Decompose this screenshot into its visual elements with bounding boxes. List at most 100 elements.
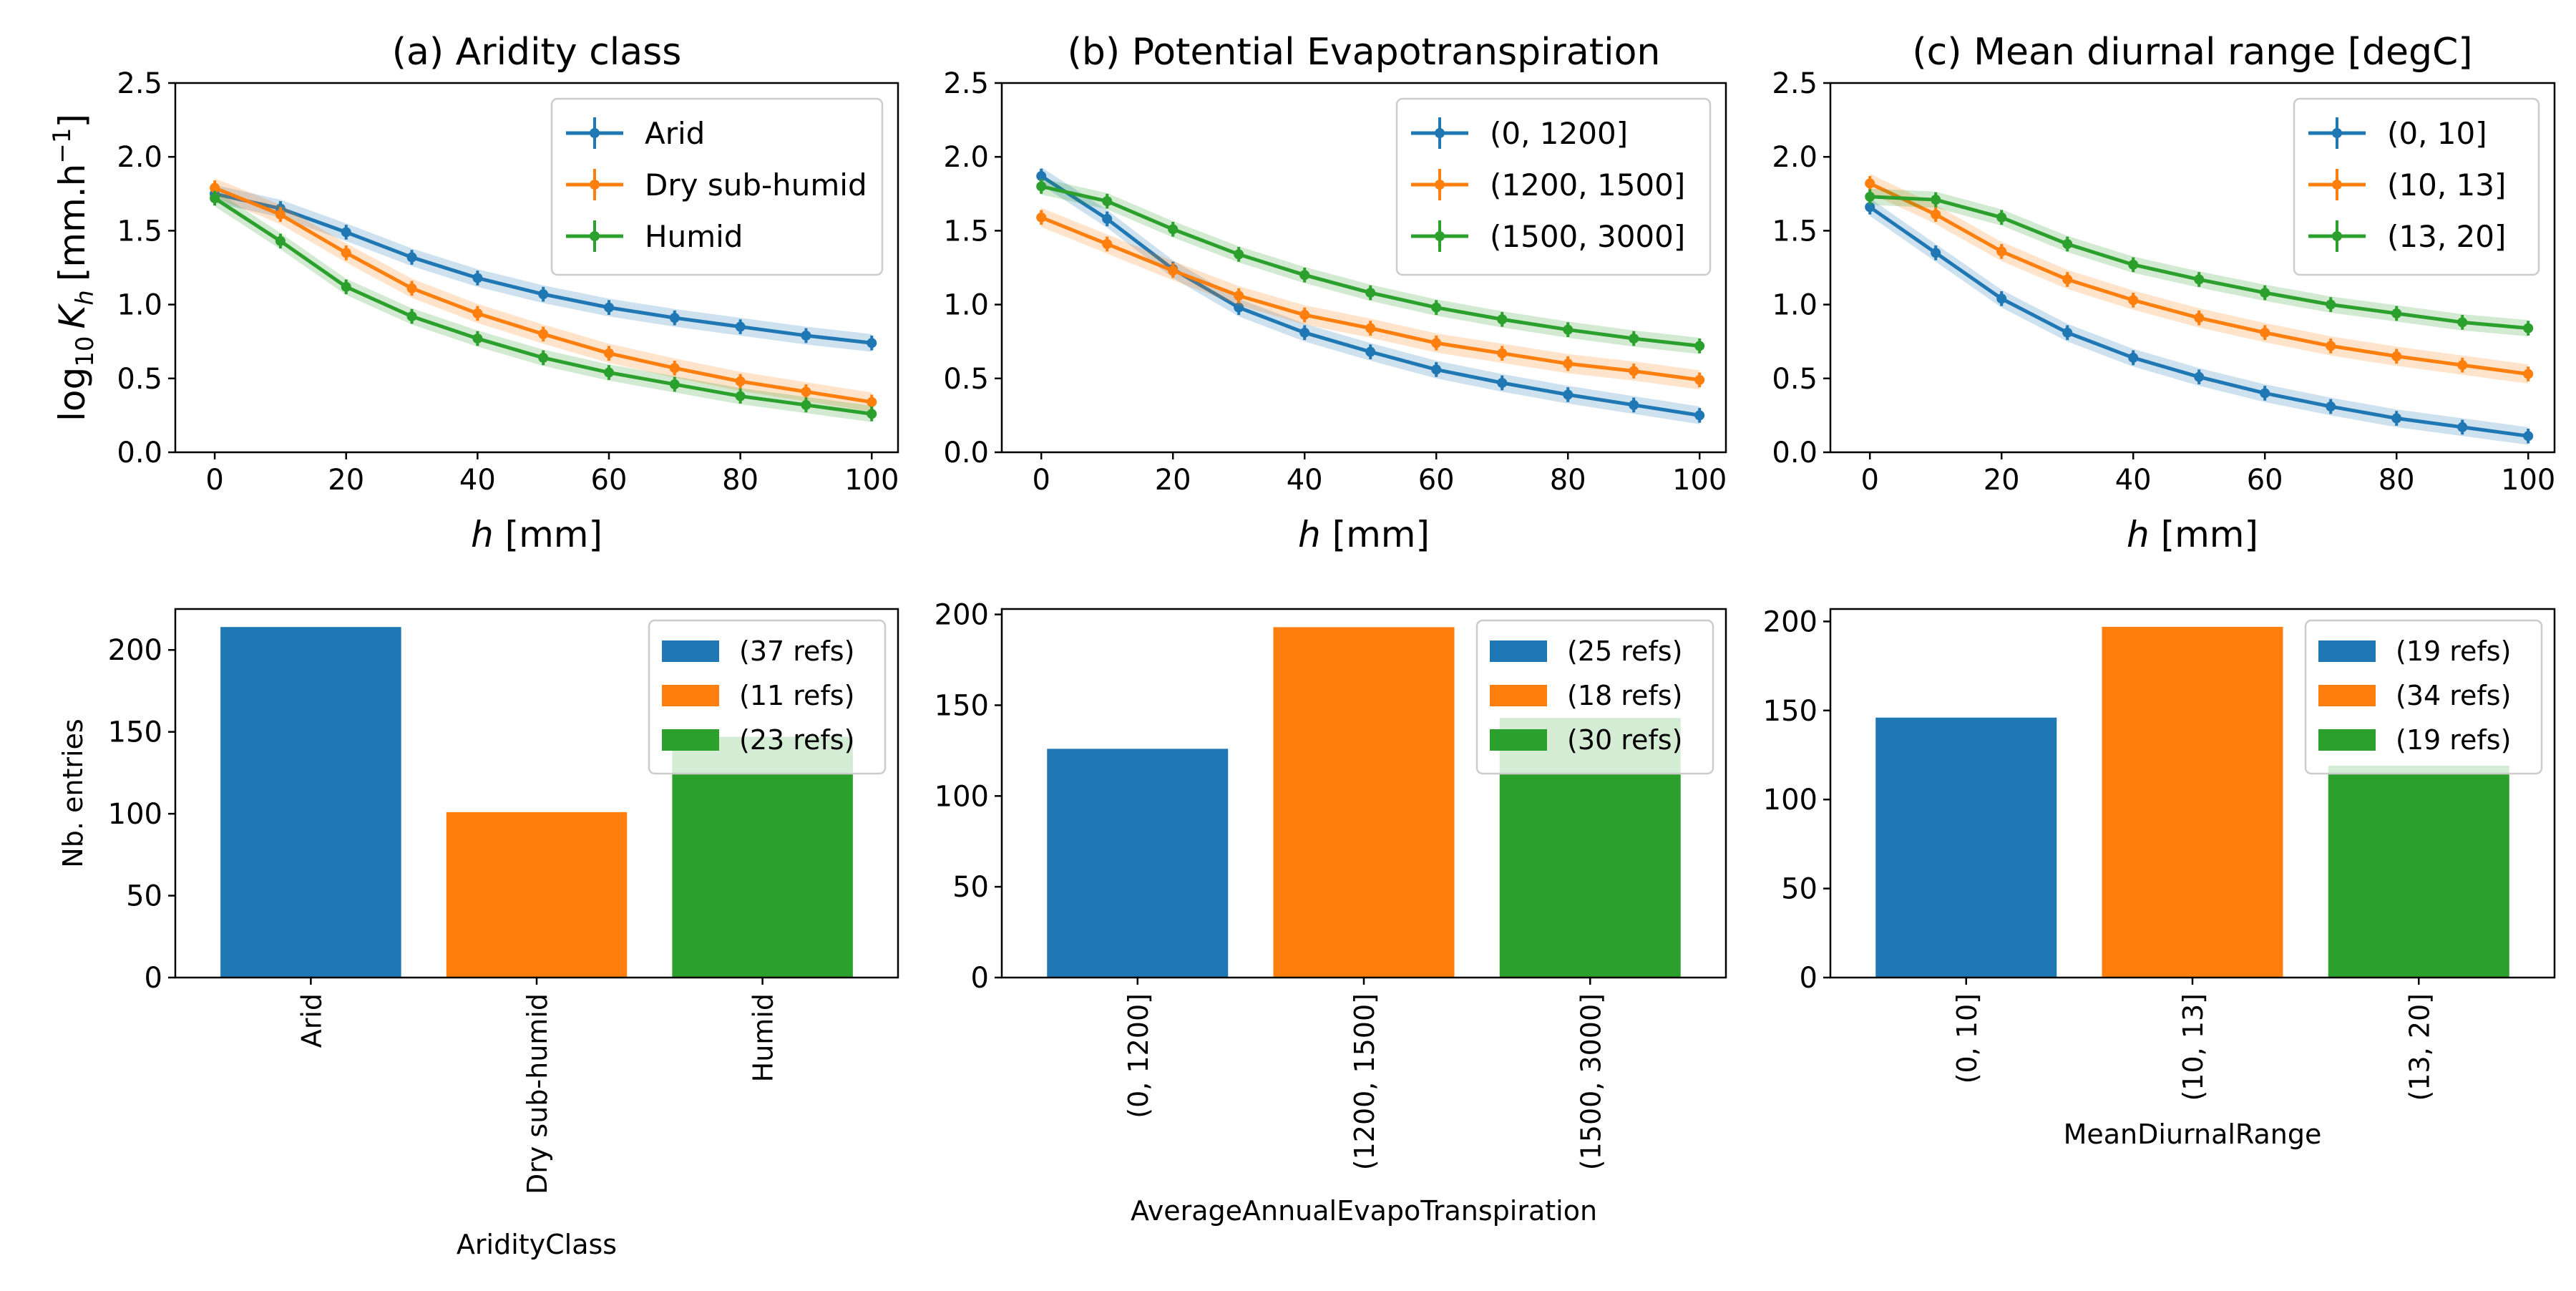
- x-tick-label: 60: [2247, 464, 2283, 497]
- legend-label: (11 refs): [739, 680, 854, 711]
- x-axis-label: h [mm]: [2127, 514, 2258, 555]
- data-point: [1365, 288, 1376, 298]
- legend-label: (19 refs): [2396, 724, 2511, 756]
- data-point: [1563, 324, 1574, 335]
- x-tick-label: (10, 13]: [2177, 993, 2209, 1101]
- series-3: [1036, 178, 1705, 354]
- x-tick-label: 0: [205, 464, 223, 497]
- data-point: [604, 302, 614, 313]
- x-tick-label: 60: [591, 464, 628, 497]
- axes-frame: [1829, 82, 2556, 454]
- bar: [2102, 626, 2283, 978]
- bar: [446, 812, 628, 978]
- legend-label: (0, 10]: [2387, 116, 2487, 151]
- data-point: [538, 352, 549, 363]
- legend-swatch: [1490, 685, 1547, 706]
- data-point: [2128, 295, 2139, 306]
- data-point: [1497, 314, 1508, 325]
- data-point: [2260, 288, 2270, 298]
- x-axis-label: h [mm]: [471, 514, 602, 555]
- y-tick-label: 2.5: [943, 67, 989, 100]
- y-tick-label: 0.5: [1772, 363, 1818, 396]
- data-point: [1234, 302, 1244, 313]
- data-point: [735, 321, 746, 332]
- data-point: [1299, 310, 1310, 321]
- legend-frame: [1395, 97, 1712, 276]
- x-tick-label: (0, 10]: [1951, 993, 1983, 1083]
- data-point: [669, 313, 680, 323]
- y-tick-label: 150: [935, 689, 989, 722]
- x-tick-label: (0, 1200]: [1123, 993, 1154, 1119]
- bar: [1273, 627, 1455, 978]
- data-point: [472, 273, 483, 283]
- axes-frame: [1000, 82, 1727, 454]
- legend-label: (34 refs): [2396, 680, 2511, 711]
- y-tick-label: 50: [952, 871, 989, 904]
- data-point: [472, 333, 483, 344]
- y-tick-label: 150: [108, 716, 162, 749]
- data-point: [1497, 348, 1508, 359]
- data-point: [1036, 171, 1047, 182]
- x-tick-label: (1500, 3000]: [1575, 993, 1606, 1170]
- legend-label: (10, 13]: [2387, 167, 2506, 203]
- data-point: [1102, 238, 1113, 249]
- data-point: [2128, 259, 2139, 270]
- data-point: [735, 391, 746, 401]
- data-point: [2391, 308, 2402, 318]
- data-point: [1931, 195, 1941, 205]
- bar: [2328, 765, 2509, 978]
- data-point: [1865, 202, 1875, 213]
- x-tick-label: (13, 20]: [2404, 993, 2435, 1101]
- data-point: [341, 227, 351, 238]
- series-3: [1865, 188, 2534, 336]
- data-point: [2260, 388, 2270, 399]
- x-tick-label: 20: [1155, 464, 1191, 497]
- y-axis-label-part: 10: [71, 336, 99, 367]
- y-tick-label: 0: [1800, 962, 1818, 995]
- legend-handle-marker: [590, 180, 600, 190]
- data-point: [1036, 212, 1047, 223]
- bar: [220, 627, 401, 978]
- data-point: [1694, 341, 1705, 351]
- data-point: [1931, 209, 1941, 220]
- data-point: [867, 338, 877, 349]
- legend: (25 refs) (18 refs) (30 refs): [1475, 619, 1714, 775]
- y-tick-label: 2.0: [943, 141, 989, 174]
- legend-handle-marker: [2332, 128, 2342, 138]
- data-point: [1694, 374, 1705, 385]
- legend-label: Dry sub-humid: [645, 167, 867, 203]
- data-point: [1431, 364, 1442, 375]
- data-point: [2523, 369, 2534, 379]
- y-tick-label: 1.5: [117, 215, 162, 248]
- data-point: [341, 281, 351, 292]
- data-point: [1865, 178, 1875, 189]
- legend-handle-marker: [590, 128, 600, 138]
- data-point: [406, 252, 417, 263]
- y-tick-label: 1.5: [943, 215, 989, 248]
- data-point: [2194, 274, 2205, 285]
- legend-label: Arid: [645, 116, 705, 151]
- legend-label: (23 refs): [739, 724, 854, 756]
- x-axis-unit: [mm]: [1321, 514, 1430, 555]
- data-point: [1629, 366, 1639, 376]
- bar-panel-3: 0 50 100 150 200 (0, 10] (10, 13] (13, 20] MeanD…: [1763, 605, 2556, 1150]
- x-tick-label: Dry sub-humid: [522, 993, 553, 1194]
- series-3: [210, 190, 877, 422]
- data-point: [210, 193, 220, 203]
- data-point: [1365, 346, 1376, 357]
- legend-label: (0, 1200]: [1490, 116, 1628, 151]
- x-tick-label: 20: [1984, 464, 2020, 497]
- data-point: [1365, 323, 1376, 333]
- y-tick-label: 0.0: [943, 437, 989, 469]
- y-tick-label: 2.5: [117, 67, 162, 100]
- data-point: [1431, 338, 1442, 349]
- legend-label: (13, 20]: [2387, 219, 2506, 254]
- data-point: [406, 283, 417, 293]
- x-tick-label: 40: [2115, 464, 2152, 497]
- data-point: [2326, 401, 2336, 412]
- data-point: [801, 399, 811, 410]
- data-point: [472, 308, 483, 318]
- y-tick-label: 0: [145, 962, 162, 995]
- data-point: [1234, 249, 1244, 260]
